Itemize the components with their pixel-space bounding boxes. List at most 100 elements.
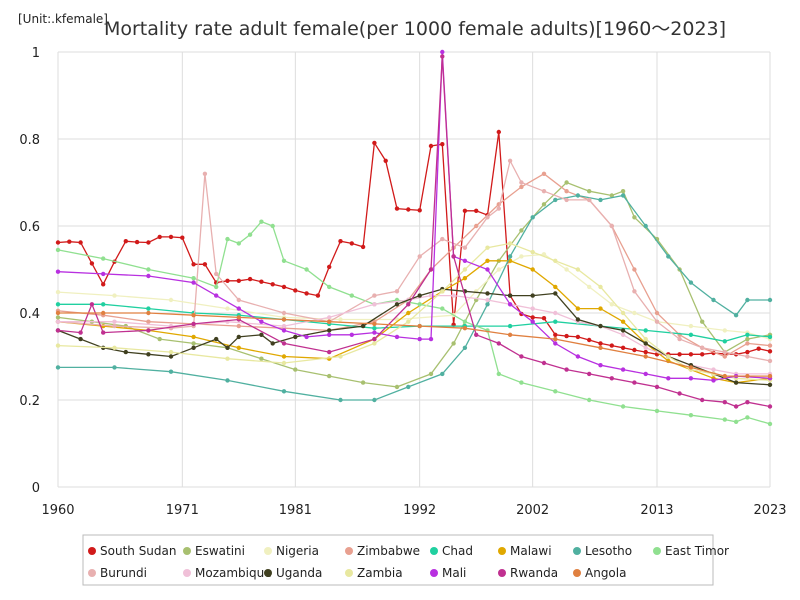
series-line-mali — [57, 51, 771, 382]
legend-label-rwanda: Rwanda — [510, 566, 558, 580]
data-point-uganda — [146, 352, 151, 357]
data-point-uganda — [553, 291, 558, 296]
series-zambia — [55, 241, 773, 383]
data-point-nigeria — [688, 323, 694, 329]
data-point-burundi — [462, 245, 468, 250]
data-point-south-sudan — [643, 349, 648, 355]
data-point-nigeria — [496, 267, 501, 272]
data-point-burundi — [609, 223, 614, 229]
data-point-rwanda — [496, 341, 501, 346]
y-tick-label: 0.2 — [19, 394, 40, 409]
data-point-chad — [55, 302, 61, 307]
data-point-angola — [191, 313, 196, 318]
data-point-mali — [146, 273, 151, 279]
legend-label-burundi: Burundi — [100, 566, 147, 580]
grid — [57, 51, 771, 488]
data-point-nigeria — [587, 284, 592, 290]
data-point-east-timor — [767, 421, 773, 427]
data-point-mali — [462, 258, 468, 263]
data-point-uganda — [214, 336, 219, 342]
data-point-eswatini — [587, 189, 592, 194]
data-point-chad — [722, 339, 727, 344]
data-point-mali — [711, 378, 716, 383]
data-point-south-sudan — [474, 208, 479, 213]
data-point-nigeria — [55, 289, 61, 295]
data-point-nigeria — [168, 297, 174, 303]
data-point-mali — [530, 319, 535, 324]
data-point-south-sudan — [123, 239, 128, 244]
data-point-eswatini — [428, 371, 434, 377]
data-point-burundi — [767, 358, 773, 364]
data-point-rwanda — [654, 384, 660, 390]
data-point-uganda — [575, 317, 581, 322]
data-point-mali — [688, 376, 694, 381]
data-point-east-timor — [214, 284, 219, 290]
data-point-burundi — [496, 206, 501, 211]
data-point-east-timor — [304, 267, 309, 272]
series-line-angola — [58, 312, 770, 377]
data-point-mozambique — [327, 315, 332, 320]
data-point-burundi — [677, 336, 682, 342]
data-point-lesotho — [507, 254, 513, 259]
legend-marker-zimbabwe — [345, 547, 353, 555]
data-point-south-sudan — [293, 288, 298, 293]
data-point-lesotho — [688, 280, 694, 285]
data-point-east-timor — [462, 319, 468, 324]
data-point-burundi — [654, 319, 660, 324]
data-point-nigeria — [609, 302, 614, 307]
data-point-rwanda — [733, 404, 739, 409]
x-tick-label: 2023 — [753, 503, 786, 518]
data-point-angola — [281, 317, 287, 322]
data-point-mali — [214, 293, 219, 298]
data-point-east-timor — [745, 415, 750, 420]
data-point-lesotho — [745, 297, 750, 303]
data-point-lesotho — [440, 371, 445, 377]
series-lines — [55, 49, 773, 427]
data-point-uganda — [417, 293, 422, 298]
data-point-mali — [55, 269, 61, 274]
data-point-east-timor — [620, 404, 626, 409]
data-point-uganda — [259, 332, 264, 337]
legend-box — [82, 534, 714, 586]
series-line-malawi — [57, 260, 771, 384]
data-point-mozambique — [553, 310, 558, 316]
data-point-uganda — [733, 380, 739, 385]
data-point-zambia — [338, 354, 343, 359]
data-point-lesotho — [168, 369, 174, 374]
data-point-burundi — [519, 180, 524, 185]
data-point-east-timor — [496, 371, 501, 377]
data-point-uganda — [168, 354, 174, 359]
data-point-eswatini — [157, 336, 162, 342]
data-point-eswatini — [394, 384, 400, 390]
data-point-rwanda — [406, 302, 411, 307]
data-point-south-sudan — [146, 240, 151, 245]
data-point-angola — [55, 310, 61, 316]
data-point-mozambique — [281, 323, 287, 329]
x-tick-label: 1960 — [41, 503, 74, 518]
data-point-nigeria — [519, 254, 524, 259]
legend-label-zimbabwe: Zimbabwe — [357, 544, 420, 558]
x-axis-ticks: 1960 1971 1981 1992 2002 2013 2023 — [41, 503, 786, 518]
data-point-rwanda — [281, 341, 287, 346]
legend-label-mozambique: Mozambique — [195, 566, 272, 580]
legend-marker-burundi — [88, 569, 96, 577]
data-point-south-sudan — [89, 261, 95, 266]
series-mali — [55, 49, 773, 383]
x-tick-label: 2002 — [516, 503, 549, 518]
data-point-uganda — [598, 323, 603, 329]
data-point-rwanda — [191, 321, 196, 327]
data-point-mali — [417, 336, 422, 342]
data-point-south-sudan — [745, 349, 750, 355]
data-point-lesotho — [620, 193, 626, 198]
data-point-south-sudan — [225, 278, 230, 283]
data-point-rwanda — [722, 400, 727, 405]
data-point-lesotho — [767, 297, 773, 303]
data-point-south-sudan — [134, 239, 140, 245]
data-point-zimbabwe — [632, 267, 637, 272]
data-point-rwanda — [474, 332, 479, 337]
data-point-rwanda — [451, 254, 456, 259]
chart-title: Mortality rate adult female(per 1000 fem… — [104, 18, 726, 40]
data-point-angola — [688, 365, 694, 370]
data-point-south-sudan — [767, 349, 773, 354]
data-point-south-sudan — [191, 262, 196, 267]
